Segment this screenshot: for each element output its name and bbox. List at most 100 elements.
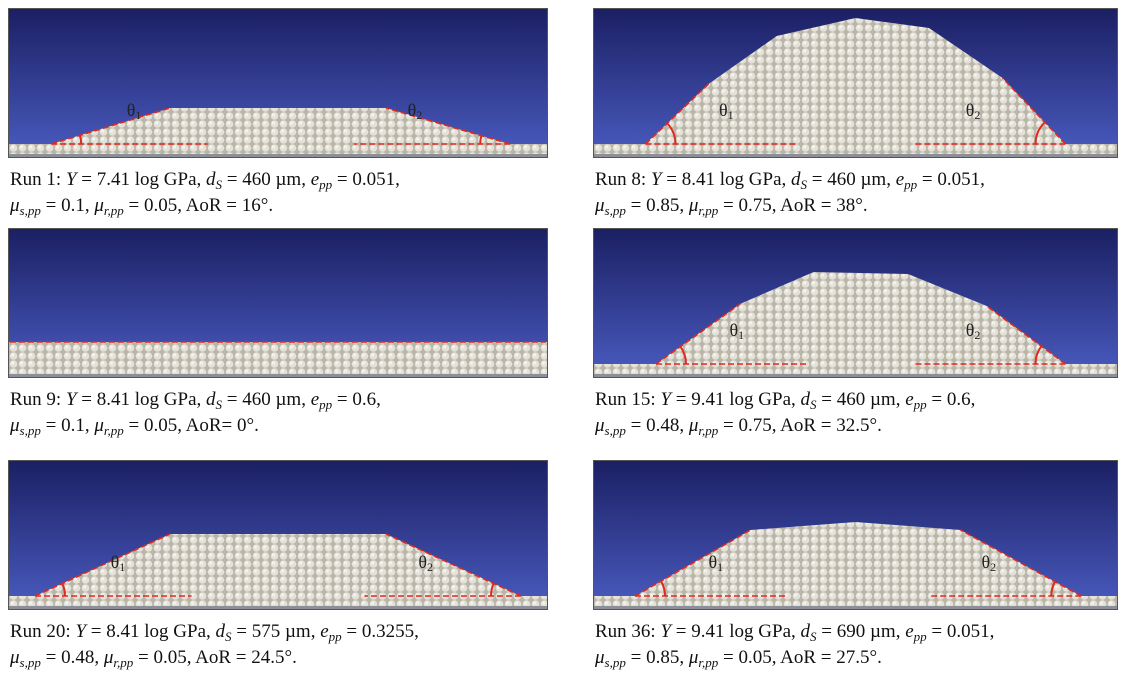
text-run: = 0.85, bbox=[625, 647, 689, 668]
subscript: S bbox=[215, 177, 223, 192]
text-run: = 460 µm, bbox=[222, 169, 311, 190]
text-run: = 0.1, bbox=[40, 415, 95, 436]
subscript: s,pp bbox=[19, 423, 41, 438]
text-run: θ bbox=[719, 100, 728, 120]
angle-arc bbox=[660, 580, 666, 597]
panel-base bbox=[8, 606, 548, 610]
subscript: r,pp bbox=[698, 203, 719, 218]
panel-frame bbox=[593, 8, 1118, 158]
panel-base bbox=[593, 606, 1118, 610]
text-run: μ bbox=[10, 415, 20, 436]
caption-line: μs,pp = 0.85, μr,pp = 0.05, AoR = 27.5°. bbox=[595, 645, 882, 671]
text-run: = 690 µm, bbox=[816, 621, 906, 642]
slope-line bbox=[34, 533, 171, 597]
angle-arc bbox=[78, 135, 83, 145]
text-run: θ bbox=[729, 320, 739, 340]
text-run: Y bbox=[65, 389, 77, 410]
subscript: 1 bbox=[119, 560, 126, 574]
text-run: = 575 µm, bbox=[231, 621, 321, 642]
slope-line bbox=[644, 83, 710, 145]
panel-frame bbox=[593, 228, 1118, 378]
text-run: θ bbox=[126, 100, 136, 120]
angle-arc bbox=[479, 135, 483, 145]
text-run: = 0.051, bbox=[926, 621, 995, 642]
granular-heap bbox=[593, 18, 1118, 144]
granular-heap bbox=[593, 522, 1118, 596]
panel-frame bbox=[8, 8, 548, 158]
text-run: d bbox=[215, 621, 226, 642]
subscript: s,pp bbox=[19, 203, 41, 218]
subscript: pp bbox=[319, 177, 333, 192]
text-run: = 0.051, bbox=[917, 169, 985, 190]
text-run: e bbox=[320, 621, 329, 642]
text-run: = 0.48, bbox=[40, 647, 104, 668]
text-run: d bbox=[206, 389, 216, 410]
subscript: r,pp bbox=[698, 423, 719, 438]
text-run: = 0.051, bbox=[332, 169, 400, 190]
text-run: μ bbox=[10, 195, 20, 216]
text-run: = 8.41 log GPa, bbox=[661, 169, 791, 190]
slope-line bbox=[634, 529, 751, 597]
text-run: = 0.75, AoR = 38°. bbox=[718, 195, 868, 216]
angle-arc bbox=[1034, 121, 1046, 145]
granular-heap bbox=[8, 342, 548, 364]
text-run: = 460 µm, bbox=[222, 389, 311, 410]
text-run: = 0.48, bbox=[625, 415, 689, 436]
subscript: S bbox=[810, 629, 817, 644]
slope-line bbox=[385, 533, 522, 597]
text-run: Run 8: bbox=[595, 169, 651, 190]
text-run: = 9.41 log GPa, bbox=[671, 389, 801, 410]
text-run: Y bbox=[75, 621, 87, 642]
angle-arc bbox=[679, 345, 687, 365]
text-run: = 0.05, AoR = 24.5°. bbox=[133, 647, 297, 668]
subscript: S bbox=[215, 397, 223, 412]
panel-frame bbox=[593, 460, 1118, 610]
text-run: d bbox=[800, 621, 811, 642]
subscript: 1 bbox=[738, 328, 745, 342]
text-run: = 0.1, bbox=[40, 195, 95, 216]
angle-label: θ2 bbox=[418, 552, 433, 573]
text-run: θ bbox=[981, 552, 991, 572]
slope-line bbox=[1001, 77, 1067, 145]
angle-label: θ2 bbox=[966, 100, 981, 121]
panel-base bbox=[593, 154, 1118, 158]
text-run: = 0.85, bbox=[625, 195, 689, 216]
angle-label: θ1 bbox=[730, 320, 745, 341]
subscript: S bbox=[225, 629, 232, 644]
angle-label: θ2 bbox=[408, 100, 423, 121]
angle-label: θ1 bbox=[709, 552, 724, 573]
text-run: e bbox=[310, 389, 320, 410]
angle-arc bbox=[1050, 581, 1056, 597]
text-run: Run 9: bbox=[10, 389, 66, 410]
text-run: = 0.3255, bbox=[341, 621, 419, 642]
subscript: s,pp bbox=[604, 423, 626, 438]
subscript: S bbox=[810, 397, 817, 412]
angle-label: θ2 bbox=[966, 320, 981, 341]
angle-label: θ1 bbox=[127, 100, 142, 121]
text-run: = 8.41 log GPa, bbox=[86, 621, 216, 642]
granular-heap bbox=[8, 534, 548, 596]
subscript: pp bbox=[319, 397, 333, 412]
caption-line: Run 15: Y = 9.41 log GPa, dS = 460 µm, e… bbox=[595, 387, 975, 413]
angle-label: θ1 bbox=[719, 100, 734, 121]
text-run: Run 20: bbox=[10, 621, 76, 642]
caption-line: μs,pp = 0.48, μr,pp = 0.05, AoR = 24.5°. bbox=[10, 645, 297, 671]
text-run: μ bbox=[595, 647, 605, 668]
text-run: e bbox=[895, 169, 905, 190]
text-run: d bbox=[206, 169, 216, 190]
subscript: 1 bbox=[717, 560, 724, 574]
text-run: μ bbox=[595, 415, 605, 436]
subscript: 2 bbox=[974, 108, 981, 122]
caption-line: Run 20: Y = 8.41 log GPa, dS = 575 µm, e… bbox=[10, 619, 419, 645]
panel-base bbox=[8, 154, 548, 158]
text-run: = 0.05, AoR = 27.5°. bbox=[718, 647, 882, 668]
text-run: = 0.6, bbox=[332, 389, 381, 410]
text-run: θ bbox=[965, 320, 975, 340]
text-run: = 460 µm, bbox=[816, 389, 906, 410]
text-run: Y bbox=[65, 169, 77, 190]
angle-label: θ1 bbox=[111, 552, 126, 573]
text-run: = 0.6, bbox=[926, 389, 976, 410]
panel-frame bbox=[8, 228, 548, 378]
subscript: pp bbox=[913, 629, 927, 644]
angle-arc bbox=[61, 583, 66, 597]
